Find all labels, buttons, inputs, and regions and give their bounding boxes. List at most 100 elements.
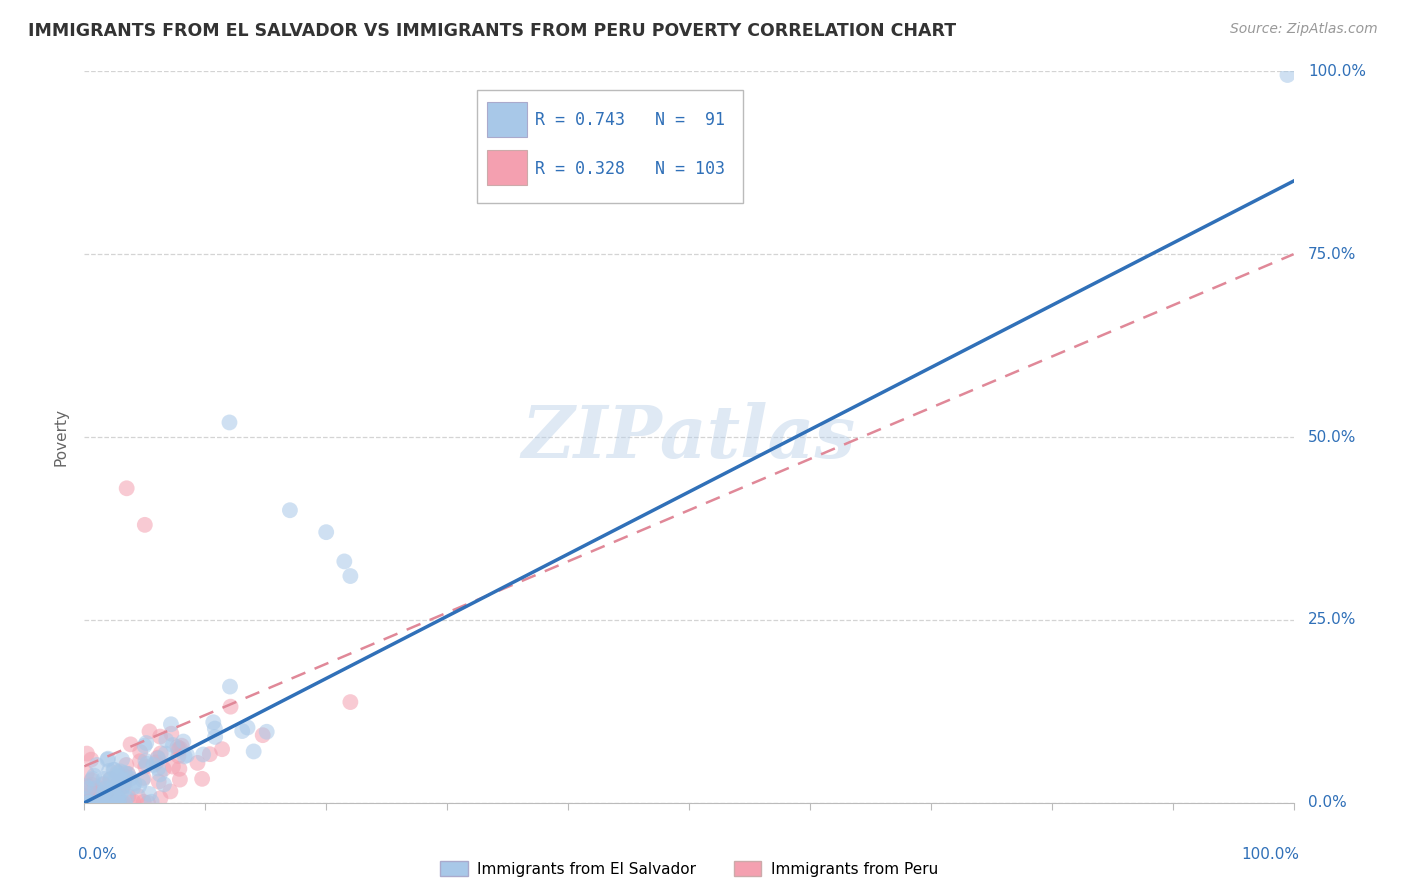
Point	[1277, 68, 1299, 82]
Point	[103, 782, 125, 797]
Point	[103, 792, 125, 806]
Point	[89, 788, 111, 802]
Point	[218, 416, 240, 430]
Text: 0.0%: 0.0%	[1308, 796, 1347, 810]
Point	[101, 790, 124, 805]
Point	[76, 766, 98, 780]
Point	[169, 741, 191, 756]
Point	[114, 766, 136, 780]
Point	[80, 796, 103, 810]
Point	[145, 756, 167, 770]
Point	[91, 795, 114, 809]
Point	[75, 796, 97, 810]
Point	[93, 785, 115, 799]
Point	[162, 759, 184, 773]
Point	[231, 724, 253, 739]
FancyBboxPatch shape	[486, 102, 527, 137]
Point	[107, 770, 129, 784]
Point	[93, 776, 115, 790]
Point	[79, 796, 101, 810]
Point	[149, 730, 172, 744]
Point	[176, 747, 198, 762]
Point	[77, 796, 100, 810]
Point	[100, 772, 122, 787]
Point	[146, 750, 169, 764]
Point	[333, 554, 356, 568]
Point	[79, 796, 101, 810]
Point	[111, 780, 134, 794]
Point	[115, 758, 138, 772]
Point	[142, 757, 165, 772]
Point	[170, 739, 193, 753]
Point	[94, 796, 117, 810]
Point	[149, 791, 172, 805]
Point	[191, 772, 214, 786]
Point	[105, 790, 128, 805]
Text: IMMIGRANTS FROM EL SALVADOR VS IMMIGRANTS FROM PERU POVERTY CORRELATION CHART: IMMIGRANTS FROM EL SALVADOR VS IMMIGRANT…	[28, 22, 956, 40]
Text: R = 0.743   N =  91: R = 0.743 N = 91	[536, 112, 725, 129]
Point	[166, 740, 188, 755]
Text: 100.0%: 100.0%	[1308, 64, 1367, 78]
Point	[77, 786, 100, 800]
Text: 25.0%: 25.0%	[1308, 613, 1357, 627]
Point	[80, 753, 103, 767]
Point	[198, 747, 221, 761]
Point	[98, 764, 121, 778]
Point	[186, 756, 208, 770]
Y-axis label: Poverty: Poverty	[53, 408, 69, 467]
Point	[93, 796, 115, 810]
Point	[117, 767, 139, 781]
Point	[108, 793, 131, 807]
Point	[120, 772, 142, 786]
Point	[138, 724, 160, 739]
Text: 100.0%: 100.0%	[1241, 847, 1299, 862]
Point	[104, 775, 127, 789]
Point	[122, 794, 145, 808]
FancyBboxPatch shape	[486, 150, 527, 185]
Point	[103, 763, 125, 777]
Point	[73, 796, 96, 810]
Point	[162, 738, 184, 752]
Point	[160, 727, 183, 741]
Point	[155, 747, 177, 761]
Point	[75, 779, 97, 793]
Point	[131, 772, 153, 787]
Point	[100, 791, 122, 805]
Point	[159, 784, 181, 798]
Point	[103, 796, 125, 810]
Point	[79, 796, 101, 810]
Point	[104, 796, 127, 810]
Point	[80, 773, 103, 788]
Legend: Immigrants from El Salvador, Immigrants from Peru: Immigrants from El Salvador, Immigrants …	[434, 855, 943, 883]
Point	[219, 680, 242, 694]
Point	[141, 795, 163, 809]
Point	[204, 722, 226, 736]
Point	[105, 796, 128, 810]
Point	[278, 503, 301, 517]
Point	[114, 781, 136, 796]
Point	[107, 765, 129, 780]
Point	[132, 771, 155, 785]
Point	[148, 774, 170, 789]
Text: ZIPatlas: ZIPatlas	[522, 401, 856, 473]
Point	[136, 796, 159, 810]
Point	[134, 517, 156, 532]
Point	[135, 756, 157, 771]
Point	[90, 792, 112, 806]
Point	[100, 796, 122, 810]
Point	[169, 772, 191, 787]
Point	[94, 795, 117, 809]
Point	[97, 752, 120, 766]
Point	[128, 779, 150, 793]
Point	[112, 776, 135, 790]
Point	[105, 780, 128, 794]
Point	[111, 796, 134, 810]
Point	[98, 772, 121, 787]
Point	[107, 796, 129, 810]
Point	[120, 737, 142, 751]
Point	[124, 776, 146, 790]
Point	[103, 790, 125, 805]
Point	[160, 717, 183, 731]
Point	[191, 747, 214, 762]
Point	[76, 789, 98, 803]
